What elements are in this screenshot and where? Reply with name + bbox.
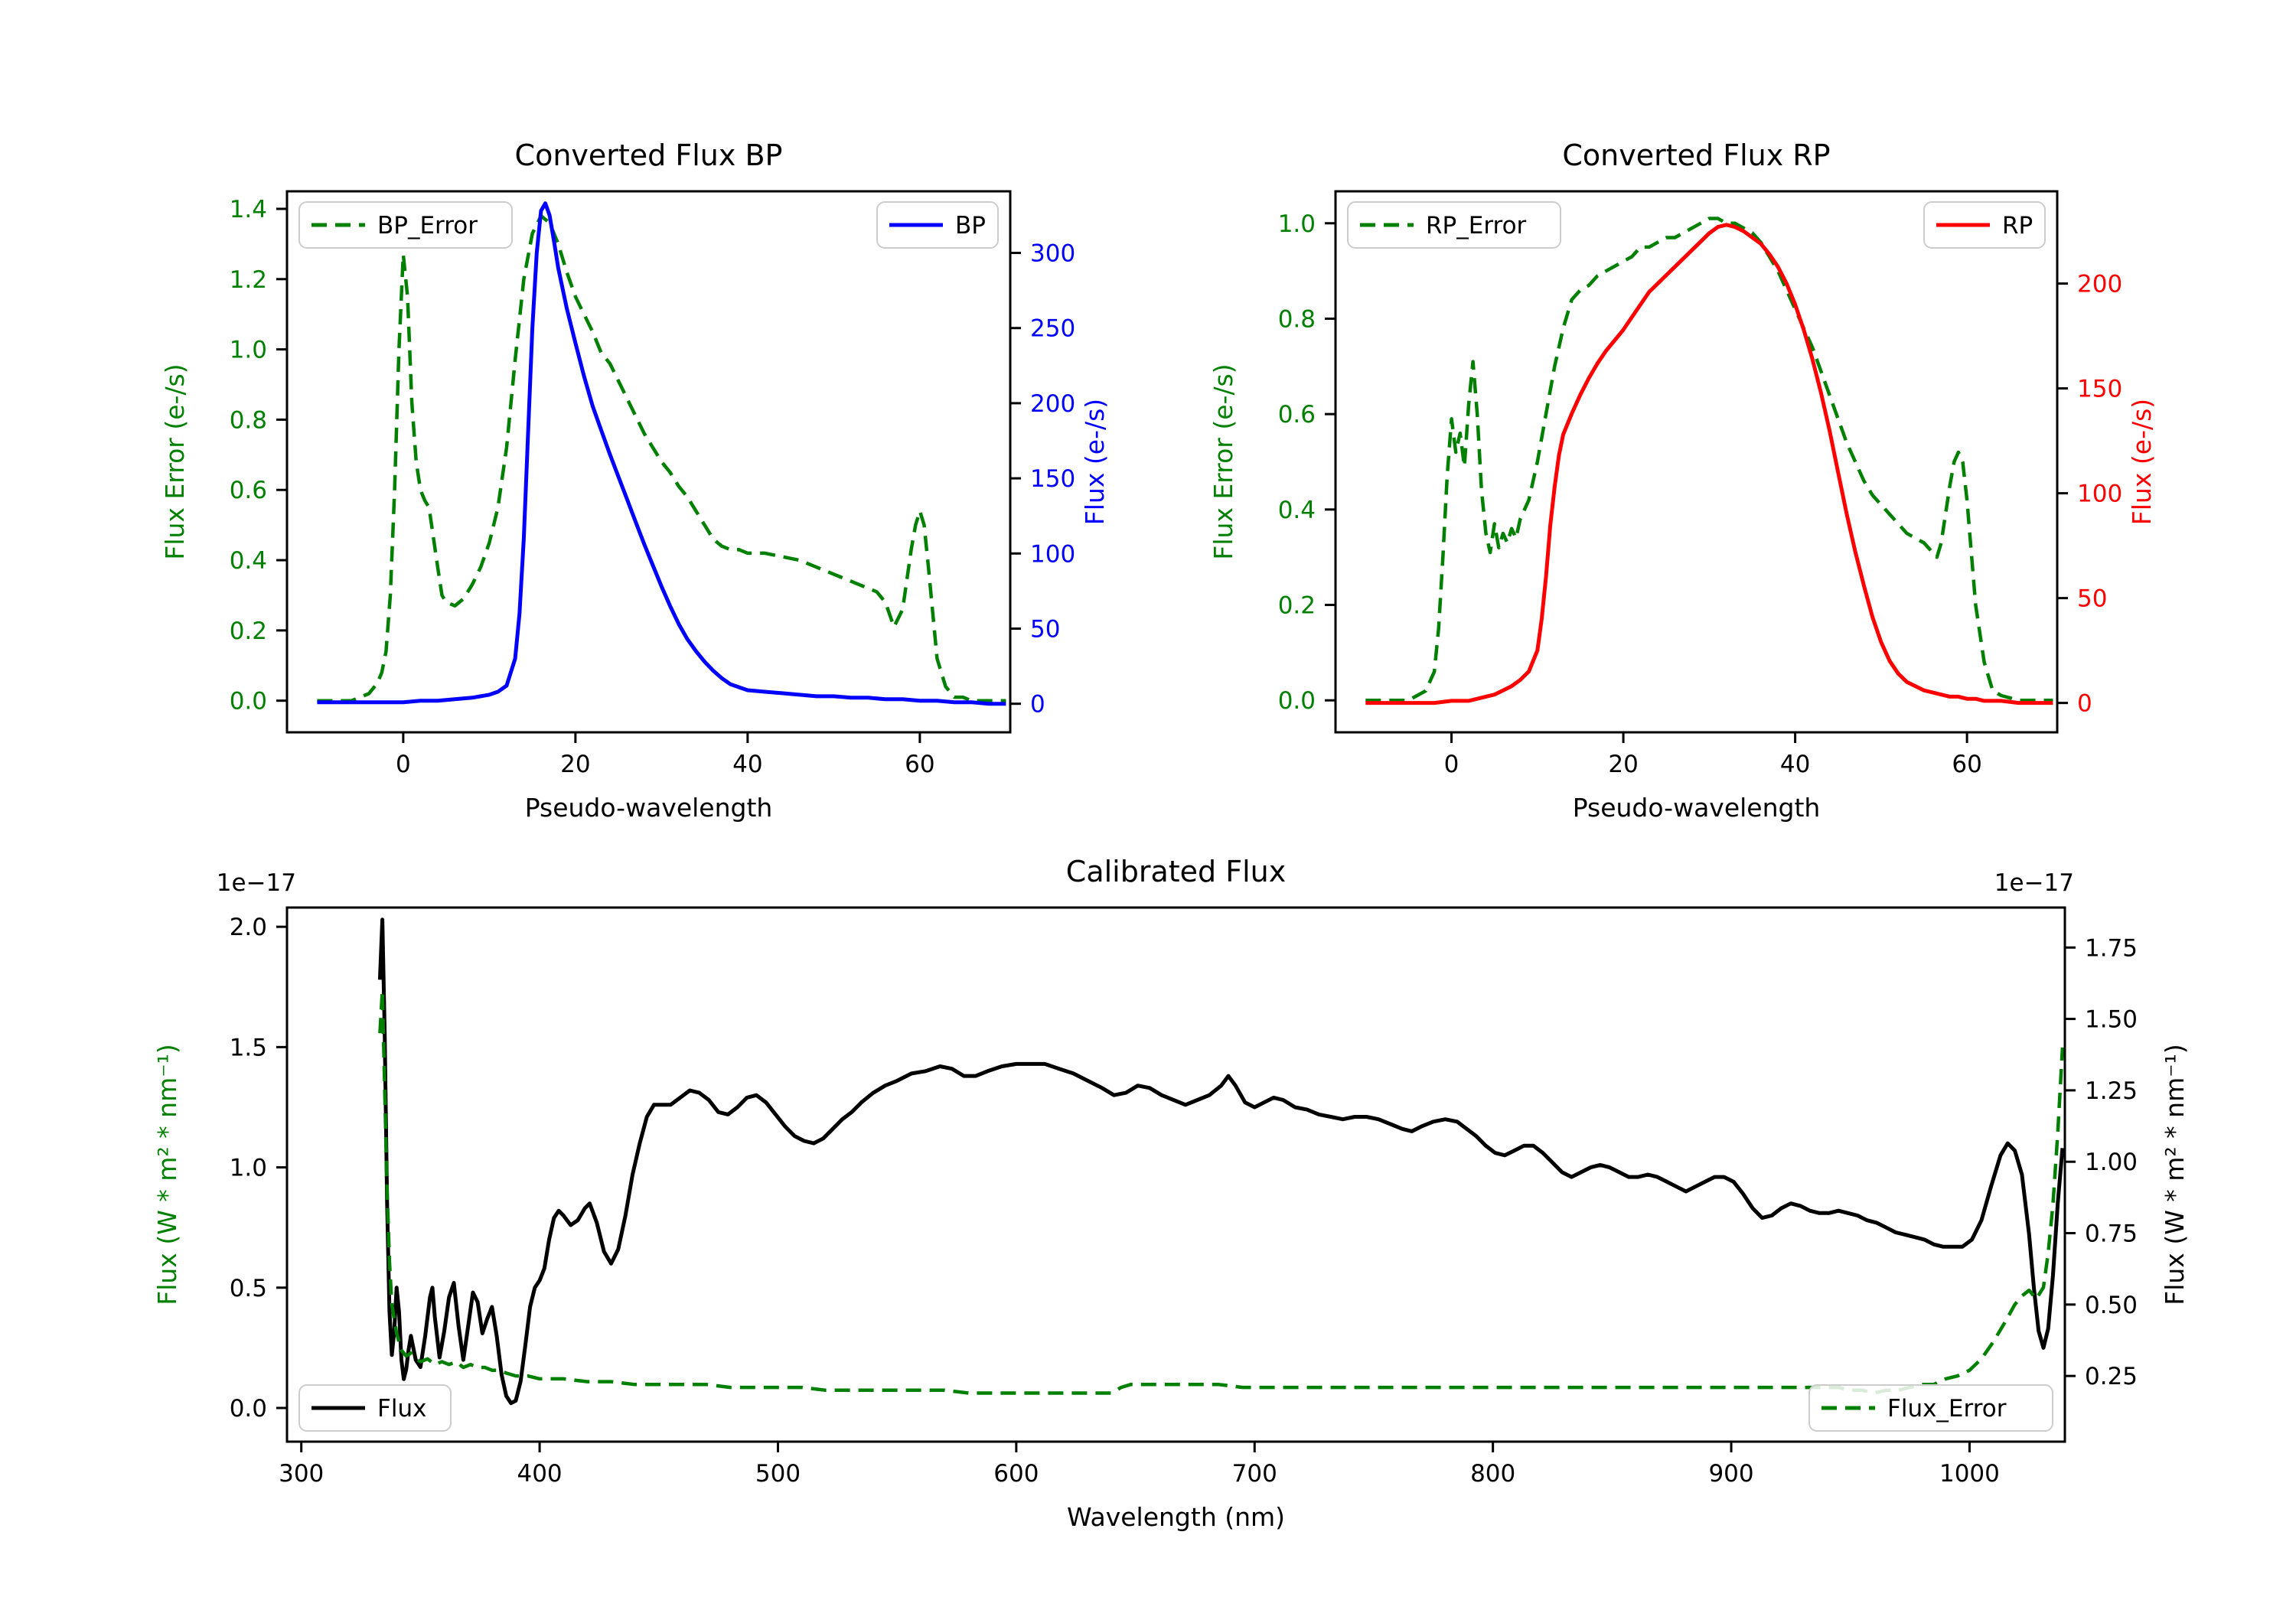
x-tick-label: 400 — [517, 1460, 562, 1488]
x-tick-label: 300 — [279, 1460, 324, 1488]
chart-bp: 0 20 40 60 0.0 0.2 0.4 0.6 0.8 1.0 1.2 1.4 Flux Erro… — [160, 139, 1110, 823]
left-y-tick-label: 1.0 — [230, 1155, 267, 1182]
left-y-tick-label: 2.0 — [230, 914, 267, 941]
x-tick-label: 1000 — [1939, 1460, 2000, 1488]
right-y-tick-label: 150 — [2077, 376, 2122, 403]
chart-title: Calibrated Flux — [1066, 855, 1286, 888]
left-y-tick-label: 0.8 — [1278, 305, 1316, 333]
left-y-tick-label: 0.0 — [230, 688, 267, 715]
right-y-tick-label: 0 — [1030, 691, 1045, 719]
x-tick-label: 40 — [1780, 751, 1810, 778]
right-y-tick-label: 300 — [1030, 240, 1075, 268]
x-tick-label: 40 — [732, 751, 762, 778]
right-y-tick-label: 0 — [2077, 690, 2092, 718]
legend-RP: RP — [1923, 201, 2046, 249]
left-y-tick-label: 0.2 — [230, 618, 267, 645]
right-y-tick-label: 0.75 — [2085, 1221, 2138, 1248]
right-y-tick-label: 1.25 — [2085, 1077, 2138, 1105]
axes-spines — [1334, 190, 2059, 734]
x-tick-label: 900 — [1708, 1460, 1753, 1488]
right-offset-text: 1e−17 — [1994, 869, 2074, 897]
legend-Flux: Flux — [298, 1384, 452, 1432]
series-RP_Error — [1365, 217, 2053, 702]
legend-box — [1808, 1384, 2053, 1432]
right-y-tick-label: 1.00 — [2085, 1149, 2138, 1176]
x-axis-label: Wavelength (nm) — [1067, 1502, 1285, 1532]
legend-box — [298, 1384, 452, 1432]
series-RP — [1365, 223, 2053, 706]
left-offset-text: 1e−17 — [217, 869, 296, 897]
right-y-tick-label: 100 — [2077, 481, 2122, 508]
x-axis-label: Pseudo-wavelength — [1573, 793, 1821, 823]
right-y-tick-label: 50 — [1030, 615, 1060, 643]
x-tick-label: 700 — [1232, 1460, 1277, 1488]
x-tick-label: 500 — [755, 1460, 801, 1488]
left-y-tick-label: 1.2 — [230, 266, 267, 294]
right-y-tick-label: 0.25 — [2085, 1363, 2138, 1390]
x-tick-label: 0 — [1444, 751, 1459, 778]
chart-rp: 0 20 40 60 0.0 0.2 0.4 0.6 0.8 1.0 Flux Error (e-/… — [1208, 139, 2157, 823]
legend-BP_Error: BP_Error — [298, 201, 513, 249]
left-y-tick-label: 0.4 — [1278, 497, 1316, 524]
legend-label: Flux — [377, 1395, 426, 1423]
right-y-tick-label: 250 — [1030, 315, 1075, 343]
legend-label: BP_Error — [377, 212, 478, 240]
left-axis-label: Flux Error (e-/s) — [1208, 363, 1238, 559]
series-BP — [317, 201, 1006, 706]
axes-spines — [285, 906, 2066, 1443]
legend-label: Flux_Error — [1887, 1395, 2007, 1423]
left-y-tick-label: 0.5 — [230, 1275, 267, 1302]
x-tick-label: 0 — [396, 751, 411, 778]
legend-box — [298, 201, 513, 249]
right-y-tick-label: 200 — [2077, 271, 2122, 298]
legend-BP: BP — [876, 201, 999, 249]
left-y-tick-label: 1.5 — [230, 1034, 267, 1061]
left-y-tick-label: 1.4 — [230, 196, 267, 223]
series-Flux — [377, 917, 2065, 1406]
left-axis-label: Flux Error (e-/s) — [160, 363, 190, 559]
left-y-tick-label: 0.4 — [230, 547, 267, 575]
left-y-tick-label: 0.6 — [230, 477, 267, 504]
right-axis-label: Flux (W * m² * nm⁻¹) — [2160, 1044, 2190, 1305]
left-y-tick-label: 1.0 — [230, 337, 267, 364]
legend-RP_Error: RP_Error — [1347, 201, 1561, 249]
x-tick-label: 800 — [1470, 1460, 1515, 1488]
x-tick-label: 20 — [560, 751, 590, 778]
left-y-tick-label: 0.0 — [1278, 687, 1316, 715]
right-y-tick-label: 50 — [2077, 585, 2107, 613]
left-y-tick-label: 1.0 — [1278, 210, 1316, 238]
series-BP_Error — [317, 213, 1006, 702]
legend-label: RP_Error — [1426, 212, 1527, 240]
right-y-tick-label: 0.50 — [2085, 1292, 2138, 1319]
left-y-tick-label: 0.6 — [1278, 401, 1316, 429]
right-y-tick-label: 1.75 — [2085, 934, 2138, 962]
left-y-tick-label: 0.2 — [1278, 592, 1316, 620]
right-y-tick-label: 150 — [1030, 465, 1075, 493]
x-tick-label: 60 — [905, 751, 934, 778]
legend-Flux_Error: Flux_Error — [1808, 1384, 2053, 1432]
left-y-tick-label: 0.0 — [230, 1395, 267, 1423]
right-y-tick-label: 200 — [1030, 390, 1075, 418]
x-tick-label: 60 — [1952, 751, 1981, 778]
x-tick-label: 20 — [1608, 751, 1638, 778]
right-y-tick-label: 100 — [1030, 540, 1075, 568]
axes-spines — [285, 190, 1012, 734]
left-y-tick-label: 0.8 — [230, 406, 267, 434]
chart-title: Converted Flux BP — [515, 139, 783, 172]
chart-title: Converted Flux RP — [1562, 139, 1830, 172]
legend-label: BP — [955, 212, 986, 240]
right-axis-label: Flux (e-/s) — [2127, 399, 2157, 525]
x-axis-label: Pseudo-wavelength — [525, 793, 773, 823]
series-Flux_Error — [378, 988, 2065, 1395]
right-y-tick-label: 1.50 — [2085, 1006, 2138, 1034]
legend-box — [1347, 201, 1561, 249]
left-axis-label: Flux (W * m² * nm⁻¹) — [152, 1044, 182, 1305]
x-tick-label: 600 — [993, 1460, 1039, 1488]
legend-label: RP — [2002, 212, 2033, 240]
chart-calibrated: 300 400 500 600 700 800 900 1000 0.0 0.5 1.0 1.5 2.0… — [152, 855, 2190, 1532]
right-axis-label: Flux (e-/s) — [1080, 399, 1110, 525]
